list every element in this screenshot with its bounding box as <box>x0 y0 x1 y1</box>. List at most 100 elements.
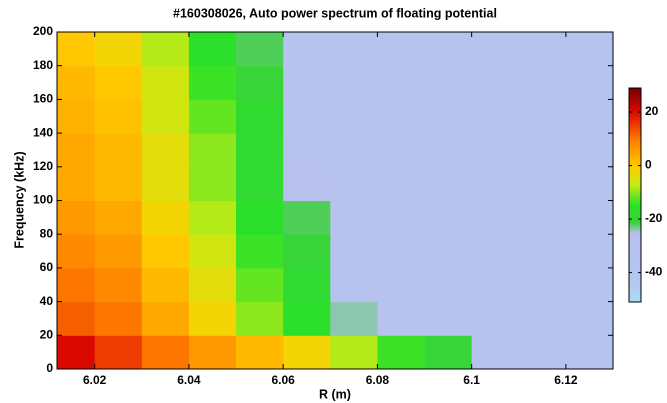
heatmap-cell <box>424 234 473 269</box>
heatmap-cell <box>330 166 378 201</box>
y-tick-label: 40 <box>40 294 54 308</box>
heatmap-cell <box>330 200 378 235</box>
heatmap-cell <box>518 234 567 269</box>
heatmap-cell <box>565 335 613 369</box>
heatmap-cell <box>424 133 473 168</box>
heatmap-cell <box>471 99 520 134</box>
heatmap-cell <box>94 65 143 100</box>
heatmap-cell <box>330 32 378 67</box>
heatmap-cell <box>424 166 473 201</box>
y-tick-label: 120 <box>33 159 53 173</box>
heatmap-cell <box>330 335 378 369</box>
heatmap-cell <box>565 133 613 168</box>
heatmap-cell <box>471 267 520 303</box>
colorbar <box>628 87 642 303</box>
heatmap-cell <box>283 267 331 303</box>
heatmap-cell <box>330 267 378 303</box>
heatmap-cell <box>424 301 473 336</box>
heatmap-cell <box>188 234 237 269</box>
y-tick-label: 80 <box>40 226 54 240</box>
heatmap-cell <box>57 301 96 336</box>
heatmap-cell <box>57 133 96 168</box>
heatmap-cell <box>518 200 567 235</box>
heatmap-cell <box>377 234 426 269</box>
heatmap-cell <box>471 234 520 269</box>
heatmap-cell <box>57 166 96 201</box>
heatmap-cell <box>236 99 284 134</box>
heatmap-cell <box>377 301 426 336</box>
heatmap-cell <box>377 99 426 134</box>
heatmap-cell <box>424 65 473 100</box>
x-tick-label: 6.02 <box>83 373 107 387</box>
heatmap-cell <box>283 335 331 369</box>
heatmap-cell <box>377 133 426 168</box>
chart-title: #160308026, Auto power spectrum of float… <box>173 6 497 20</box>
heatmap-cell <box>94 200 143 235</box>
heatmap-cell <box>57 234 96 269</box>
heatmap-cell <box>565 267 613 303</box>
heatmap-cell <box>283 166 331 201</box>
heatmap-cell <box>188 166 237 201</box>
heatmap-cell <box>330 234 378 269</box>
heatmap-cell <box>424 267 473 303</box>
x-axis-label: R (m) <box>319 387 351 401</box>
heatmap-cell <box>141 301 190 336</box>
heatmap-cell <box>236 32 284 67</box>
heatmap-cell <box>377 335 426 369</box>
heatmap-cell <box>141 166 190 201</box>
heatmap-cell <box>283 301 331 336</box>
heatmap-cell <box>94 166 143 201</box>
y-tick-label: 60 <box>40 260 54 274</box>
heatmap-cell <box>188 267 237 303</box>
heatmap-cell <box>236 234 284 269</box>
heatmap-cell <box>471 166 520 201</box>
heatmap-cell <box>377 267 426 303</box>
heatmap-cell <box>518 133 567 168</box>
y-tick-label: 20 <box>40 327 54 341</box>
heatmap-cell <box>141 65 190 100</box>
x-tick-label: 6.1 <box>463 373 480 387</box>
y-tick-label: 140 <box>33 125 53 139</box>
heatmap-cell <box>424 99 473 134</box>
heatmap-cell <box>377 32 426 67</box>
heatmap-cell <box>565 234 613 269</box>
heatmap-cell <box>565 99 613 134</box>
heatmap-cell <box>236 335 284 369</box>
heatmap-cell <box>518 335 567 369</box>
heatmap-cell <box>141 267 190 303</box>
colorbar-tick-label: -40 <box>645 265 663 279</box>
heatmap-cell <box>188 32 237 67</box>
heatmap-cell <box>141 200 190 235</box>
heatmap-cell <box>94 234 143 269</box>
heatmap-cell <box>565 301 613 336</box>
heatmap-cell <box>57 99 96 134</box>
heatmap-cell <box>471 133 520 168</box>
heatmap-cell <box>330 301 378 336</box>
x-tick-label: 6.04 <box>177 373 201 387</box>
heatmap-cell <box>283 65 331 100</box>
heatmap-cell <box>94 335 143 369</box>
heatmap-cell <box>518 166 567 201</box>
heatmap-cell <box>188 65 237 100</box>
heatmap-cell <box>283 234 331 269</box>
heatmap-cell <box>94 32 143 67</box>
heatmap-cell <box>565 32 613 67</box>
heatmap-cell <box>236 267 284 303</box>
heatmap-cell <box>57 267 96 303</box>
y-axis-label: Frequency (kHz) <box>12 151 26 248</box>
y-tick-label: 160 <box>33 92 53 106</box>
y-tick-label: 180 <box>33 58 53 72</box>
heatmap-cell <box>94 301 143 336</box>
heatmap-cell <box>471 200 520 235</box>
heatmap-cell <box>471 32 520 67</box>
heatmap-cell <box>94 133 143 168</box>
heatmap-cell <box>330 99 378 134</box>
heatmap-cell <box>57 335 96 369</box>
heatmap-cell <box>283 32 331 67</box>
heatmap-cell <box>188 335 237 369</box>
y-tick-label: 0 <box>46 361 53 375</box>
heatmap-cell <box>188 200 237 235</box>
y-tick-label: 100 <box>33 193 53 207</box>
heatmap-cell <box>188 301 237 336</box>
